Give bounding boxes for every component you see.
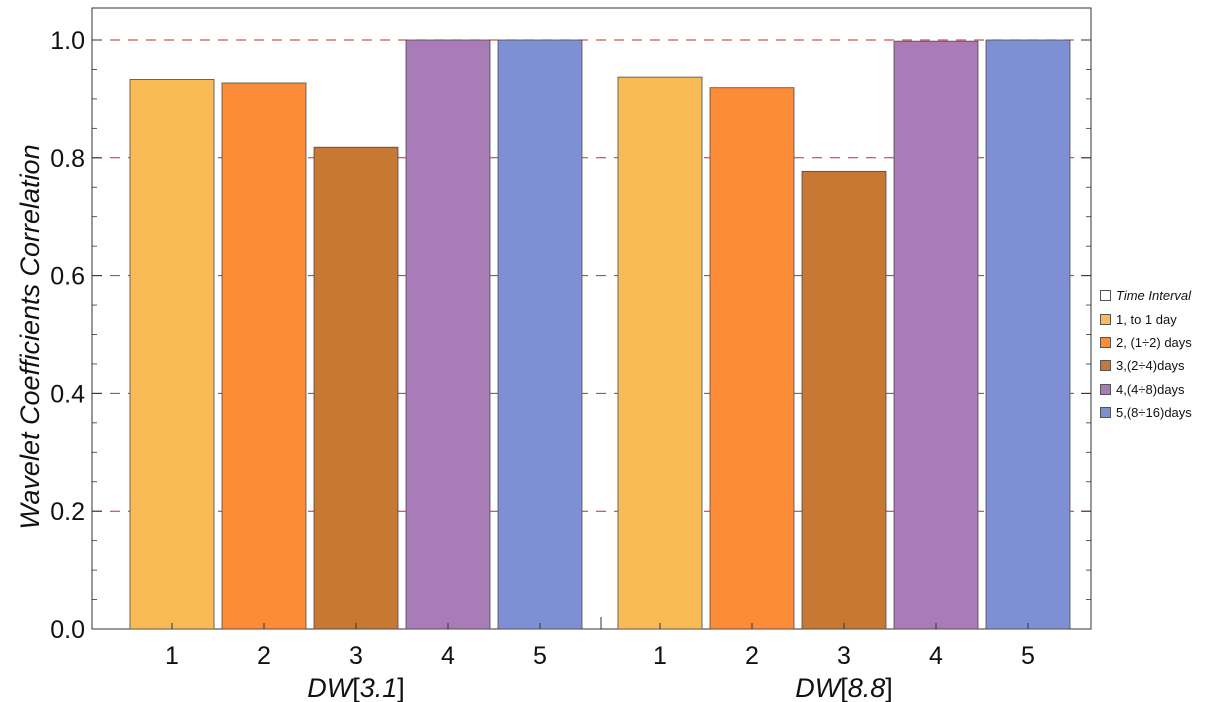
bar bbox=[893, 40, 979, 630]
y-tick-label: 1.0 bbox=[50, 27, 85, 55]
bar bbox=[709, 87, 795, 630]
x-tick-label: 1 bbox=[165, 642, 179, 670]
legend-title-text: Time Interval bbox=[1116, 288, 1192, 304]
x-tick-label: 3 bbox=[837, 642, 851, 670]
x-tick-label: 3 bbox=[349, 642, 363, 670]
legend: Time Interval 1, to 1 day 2, (1÷2) days 3,… bbox=[1100, 284, 1192, 424]
x-tick-label: 5 bbox=[533, 642, 547, 670]
x-tick-label: 2 bbox=[745, 642, 759, 670]
bars bbox=[129, 39, 1071, 630]
bar bbox=[801, 170, 887, 630]
plot-frame bbox=[91, 7, 1092, 630]
x-tick-label: 4 bbox=[929, 642, 943, 670]
x-tick-label: 5 bbox=[1021, 642, 1035, 670]
legend-label: 1, to 1 day bbox=[1116, 311, 1177, 327]
legend-label: 3,(2÷4)days bbox=[1116, 358, 1185, 374]
plot-frame-border bbox=[91, 7, 1092, 630]
group-label: DW[3.1] bbox=[307, 673, 405, 702]
y-tick-label: 0.6 bbox=[50, 263, 85, 291]
legend-item: 5,(8÷16)days bbox=[1100, 401, 1192, 424]
y-tick-label: 0.0 bbox=[50, 616, 85, 644]
legend-swatch bbox=[1100, 383, 1111, 395]
bar bbox=[617, 76, 703, 630]
y-tick-label: 0.4 bbox=[50, 380, 85, 408]
bar bbox=[313, 146, 399, 630]
group-label: DW[8.8] bbox=[795, 673, 893, 702]
legend-swatch bbox=[1100, 407, 1111, 419]
axis-ticks: 1 2 3 4 5 DW[3.1] 1 2 3 4 5 DW[8.8] 0.0 0.2 0.4 0.6 0.8 1… bbox=[50, 27, 1091, 702]
x-tick-label: 2 bbox=[257, 642, 271, 670]
legend-title-swatch bbox=[1100, 290, 1111, 302]
legend-swatch bbox=[1100, 360, 1111, 372]
legend-label: 4,(4÷8)days bbox=[1116, 381, 1185, 397]
legend-item: 2, (1÷2) days bbox=[1100, 331, 1192, 354]
legend-swatch bbox=[1100, 313, 1111, 325]
x-tick-label: 1 bbox=[653, 642, 667, 670]
legend-label: 5,(8÷16)days bbox=[1116, 405, 1192, 421]
y-axis-label: Wavelet Coefficients Correlation bbox=[15, 144, 45, 529]
bar bbox=[985, 39, 1071, 630]
bar bbox=[497, 39, 583, 630]
bar bbox=[405, 39, 491, 630]
legend-item: 1, to 1 day bbox=[1100, 307, 1192, 330]
bar bbox=[129, 79, 215, 630]
bar bbox=[221, 82, 307, 630]
legend-item: 3,(2÷4)days bbox=[1100, 354, 1192, 377]
x-tick-label: 4 bbox=[441, 642, 455, 670]
legend-label: 2, (1÷2) days bbox=[1116, 334, 1192, 350]
legend-title: Time Interval bbox=[1100, 284, 1192, 307]
y-tick-label: 0.2 bbox=[50, 498, 85, 526]
legend-item: 4,(4÷8)days bbox=[1100, 378, 1192, 401]
y-tick-label: 0.8 bbox=[50, 145, 85, 173]
legend-swatch bbox=[1100, 336, 1111, 348]
